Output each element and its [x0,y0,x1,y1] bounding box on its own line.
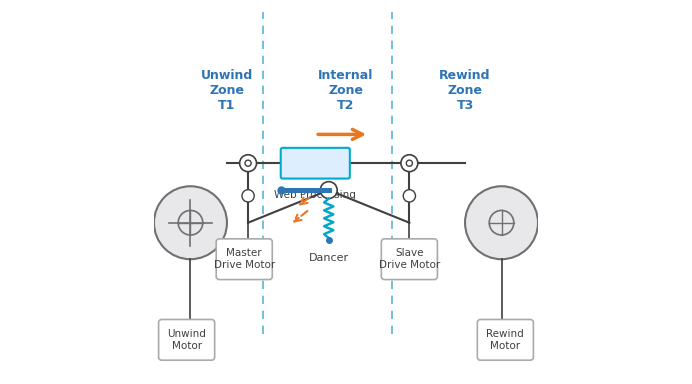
Circle shape [242,190,254,202]
Text: Web Processing: Web Processing [274,190,356,200]
FancyBboxPatch shape [381,239,437,280]
Circle shape [320,182,337,199]
Circle shape [401,155,418,172]
Circle shape [465,186,538,259]
Text: Unwind
Zone
T1: Unwind Zone T1 [201,69,253,112]
FancyBboxPatch shape [158,319,215,360]
FancyBboxPatch shape [216,239,272,280]
Text: Dancer: Dancer [309,253,349,263]
Text: Master
Drive Motor: Master Drive Motor [214,248,275,270]
Circle shape [154,186,227,259]
FancyBboxPatch shape [281,148,350,179]
Text: Slave
Drive Motor: Slave Drive Motor [379,248,440,270]
FancyBboxPatch shape [477,319,534,360]
Circle shape [239,155,257,172]
Text: Rewind
Zone
T3: Rewind Zone T3 [439,69,491,112]
Circle shape [403,190,415,202]
Text: Internal
Zone
T2: Internal Zone T2 [318,69,374,112]
Text: Rewind
Motor: Rewind Motor [486,329,525,351]
Text: Unwind
Motor: Unwind Motor [167,329,206,351]
